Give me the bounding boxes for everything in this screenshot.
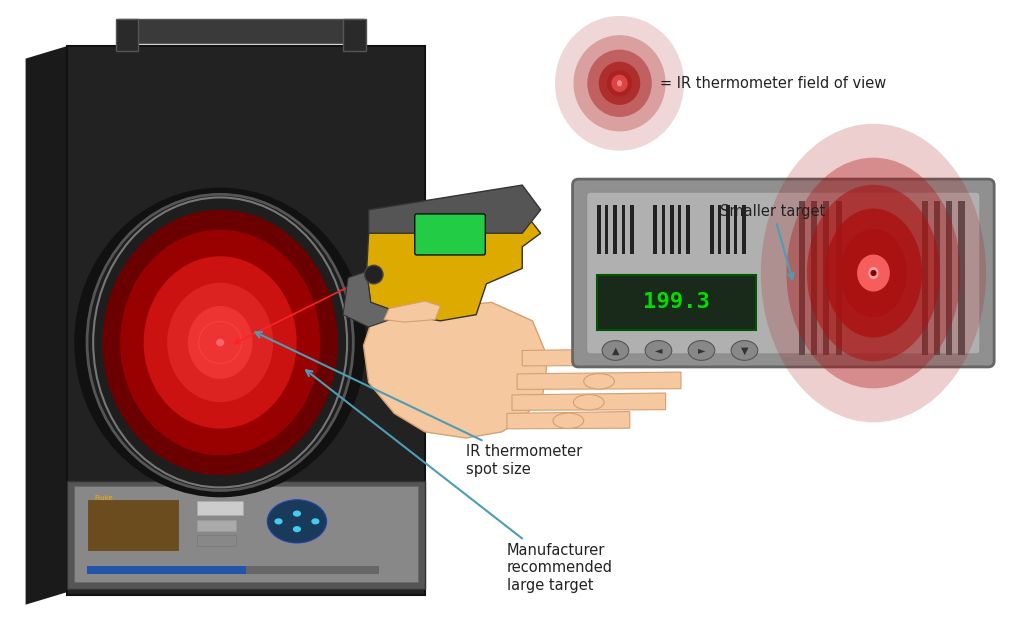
Bar	[934, 201, 940, 355]
Text: Fluke: Fluke	[94, 495, 113, 501]
Text: 199.3: 199.3	[643, 292, 710, 312]
Ellipse shape	[611, 75, 628, 92]
Bar	[87, 566, 292, 574]
Bar	[197, 501, 243, 515]
Bar	[811, 201, 817, 355]
Ellipse shape	[825, 209, 923, 337]
Ellipse shape	[87, 194, 353, 491]
Text: Smaller target: Smaller target	[721, 204, 825, 279]
Ellipse shape	[584, 373, 614, 389]
Ellipse shape	[553, 413, 584, 429]
Bar	[678, 205, 681, 254]
Ellipse shape	[311, 518, 319, 524]
Ellipse shape	[293, 526, 301, 532]
Ellipse shape	[840, 229, 907, 317]
Ellipse shape	[267, 500, 327, 543]
Bar	[67, 46, 425, 595]
Ellipse shape	[579, 350, 609, 365]
Polygon shape	[369, 185, 541, 233]
Bar	[622, 205, 625, 254]
Polygon shape	[26, 46, 67, 605]
Ellipse shape	[167, 283, 273, 402]
Bar	[686, 205, 690, 254]
Bar	[67, 481, 425, 589]
Bar	[118, 19, 364, 43]
Bar	[197, 535, 236, 546]
Bar	[734, 205, 737, 254]
Text: = IR thermometer field of view: = IR thermometer field of view	[660, 76, 887, 91]
Polygon shape	[512, 393, 666, 410]
Ellipse shape	[786, 157, 961, 389]
Bar	[958, 201, 965, 355]
Ellipse shape	[607, 70, 632, 96]
Ellipse shape	[74, 188, 367, 497]
Ellipse shape	[761, 123, 986, 422]
Text: ◄: ◄	[654, 346, 663, 355]
Polygon shape	[384, 301, 440, 322]
Bar	[662, 205, 665, 254]
Bar	[613, 205, 617, 254]
Text: ▼: ▼	[740, 346, 749, 355]
Ellipse shape	[293, 510, 301, 516]
Ellipse shape	[868, 267, 879, 279]
Polygon shape	[364, 302, 548, 438]
Bar	[836, 201, 842, 355]
FancyBboxPatch shape	[415, 214, 485, 255]
Bar	[74, 486, 418, 582]
Ellipse shape	[120, 230, 321, 455]
Bar	[799, 201, 805, 355]
Bar	[605, 205, 608, 254]
Bar	[670, 205, 674, 254]
Ellipse shape	[573, 395, 604, 410]
Bar	[922, 201, 928, 355]
Bar	[823, 201, 829, 355]
Polygon shape	[343, 271, 404, 327]
Text: IR thermometer
spot size: IR thermometer spot size	[255, 332, 583, 477]
Ellipse shape	[602, 341, 629, 360]
Bar	[343, 19, 366, 51]
Text: Manufacturer
recommended
large target: Manufacturer recommended large target	[306, 370, 613, 593]
FancyBboxPatch shape	[572, 179, 994, 367]
Bar	[742, 205, 746, 254]
Ellipse shape	[857, 254, 890, 292]
Bar	[597, 205, 601, 254]
Polygon shape	[507, 412, 630, 429]
Polygon shape	[522, 349, 666, 366]
Bar	[946, 201, 952, 355]
Bar	[726, 205, 730, 254]
Ellipse shape	[555, 16, 684, 151]
Ellipse shape	[688, 341, 715, 360]
Ellipse shape	[807, 185, 940, 361]
Ellipse shape	[599, 62, 640, 105]
Ellipse shape	[870, 270, 877, 276]
Text: ▲: ▲	[611, 346, 620, 355]
Ellipse shape	[573, 35, 666, 131]
Text: ►: ►	[697, 346, 706, 355]
Polygon shape	[517, 372, 681, 389]
Ellipse shape	[645, 341, 672, 360]
Bar	[597, 275, 756, 330]
Bar	[630, 205, 634, 254]
Ellipse shape	[216, 339, 224, 346]
Bar	[718, 205, 721, 254]
Bar	[710, 205, 714, 254]
Bar	[197, 520, 236, 531]
FancyBboxPatch shape	[587, 193, 980, 354]
Ellipse shape	[616, 80, 622, 86]
Bar	[87, 499, 179, 551]
Ellipse shape	[731, 341, 758, 360]
Ellipse shape	[102, 210, 338, 475]
Ellipse shape	[588, 49, 651, 117]
Bar	[116, 19, 138, 51]
Bar	[246, 566, 379, 574]
Ellipse shape	[274, 518, 283, 524]
Bar	[653, 205, 657, 254]
Ellipse shape	[143, 256, 297, 429]
Ellipse shape	[365, 265, 383, 284]
Ellipse shape	[187, 306, 253, 379]
Polygon shape	[367, 210, 541, 321]
